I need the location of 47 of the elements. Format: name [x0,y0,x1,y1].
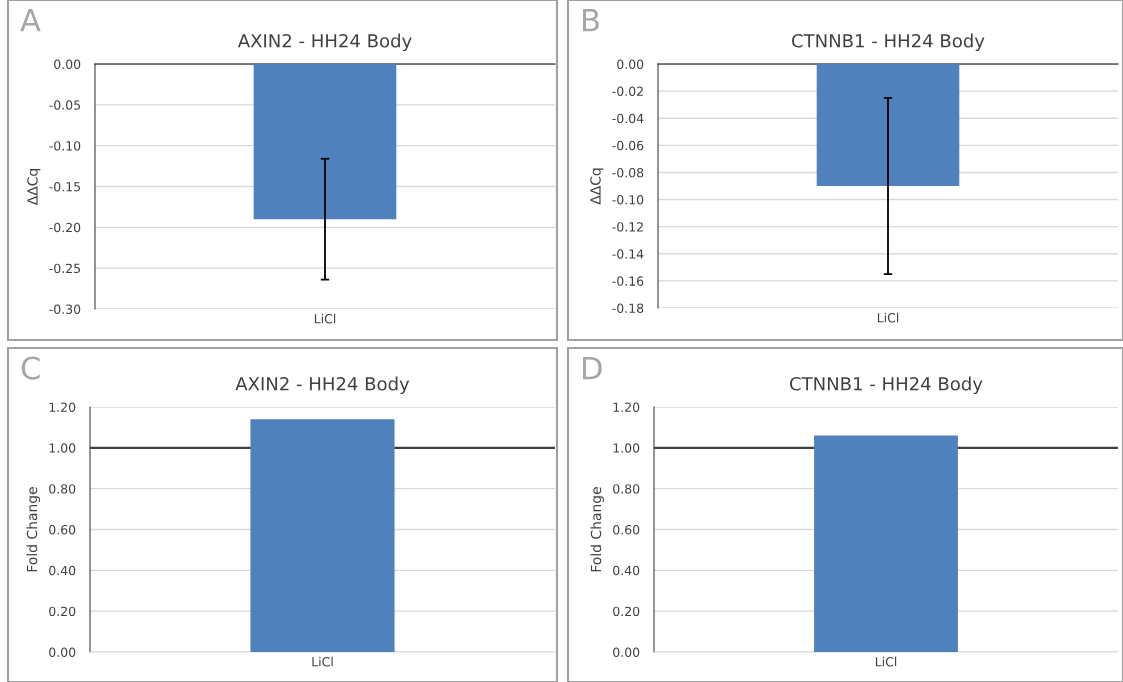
x-tick-label: LiCl [875,656,897,667]
y-tick-label: 1.20 [49,402,76,412]
y-tick-label: 0.00 [49,647,76,657]
x-tick-label: LiCl [877,312,899,323]
y-tick-label: 0.20 [49,606,76,617]
text: B [583,8,599,32]
y-tick-label: 0.00 [613,647,640,657]
y-tick-label: 0.40 [49,565,76,576]
chart-title: AXIN2 - HH24 Body [235,376,410,395]
y-tick-label: -0.02 [612,86,643,97]
y-tick-label: -0.10 [612,195,644,205]
chart-title: CTNNB1 - HH24 Body [790,376,983,395]
y-axis-title: ΔΔCq [27,169,41,206]
y-tick-label: -0.06 [612,140,644,151]
y-tick-label: -0.15 [49,181,81,192]
y-tick-label: -0.14 [612,249,644,259]
y-tick-label: -0.25 [49,263,81,274]
y-tick-label: -0.04 [612,113,644,124]
x-tick-label: LiCl [312,656,333,667]
y-axis-title: Fold Change [26,487,40,572]
y-tick-label: 1.00 [49,443,76,453]
text: D [583,356,602,380]
chart-title: AXIN2 - HH24 Body [237,33,412,52]
text: C [21,356,40,380]
y-tick-label: 0.40 [613,565,640,576]
y-axis-title: Fold Change [590,487,604,572]
y-tick-label: -0.30 [49,304,81,314]
y-tick-label: 0.00 [54,59,81,69]
y-tick-label: 0.60 [613,524,640,535]
y-tick-label: -0.08 [612,167,644,178]
y-tick-label: -0.12 [612,222,643,232]
y-tick-label: 0.00 [617,59,644,69]
text: A [20,8,41,32]
y-tick-label: -0.10 [49,141,81,151]
y-tick-label: 1.20 [613,402,640,412]
y-tick-label: -0.20 [49,222,81,233]
y-tick-label: 0.80 [49,484,76,494]
x-tick-label: LiCl [314,313,336,324]
y-tick-label: 1.00 [613,443,640,453]
y-tick-label: 0.20 [613,606,640,617]
y-tick-label: 0.60 [49,524,76,535]
y-axis-title: ΔΔCq [590,168,604,205]
y-tick-label: -0.18 [612,303,644,313]
y-tick-label: -0.05 [49,100,81,110]
y-tick-label: 0.80 [613,484,640,494]
chart-title: CTNNB1 - HH24 Body [792,33,985,52]
y-tick-label: -0.16 [612,276,644,286]
